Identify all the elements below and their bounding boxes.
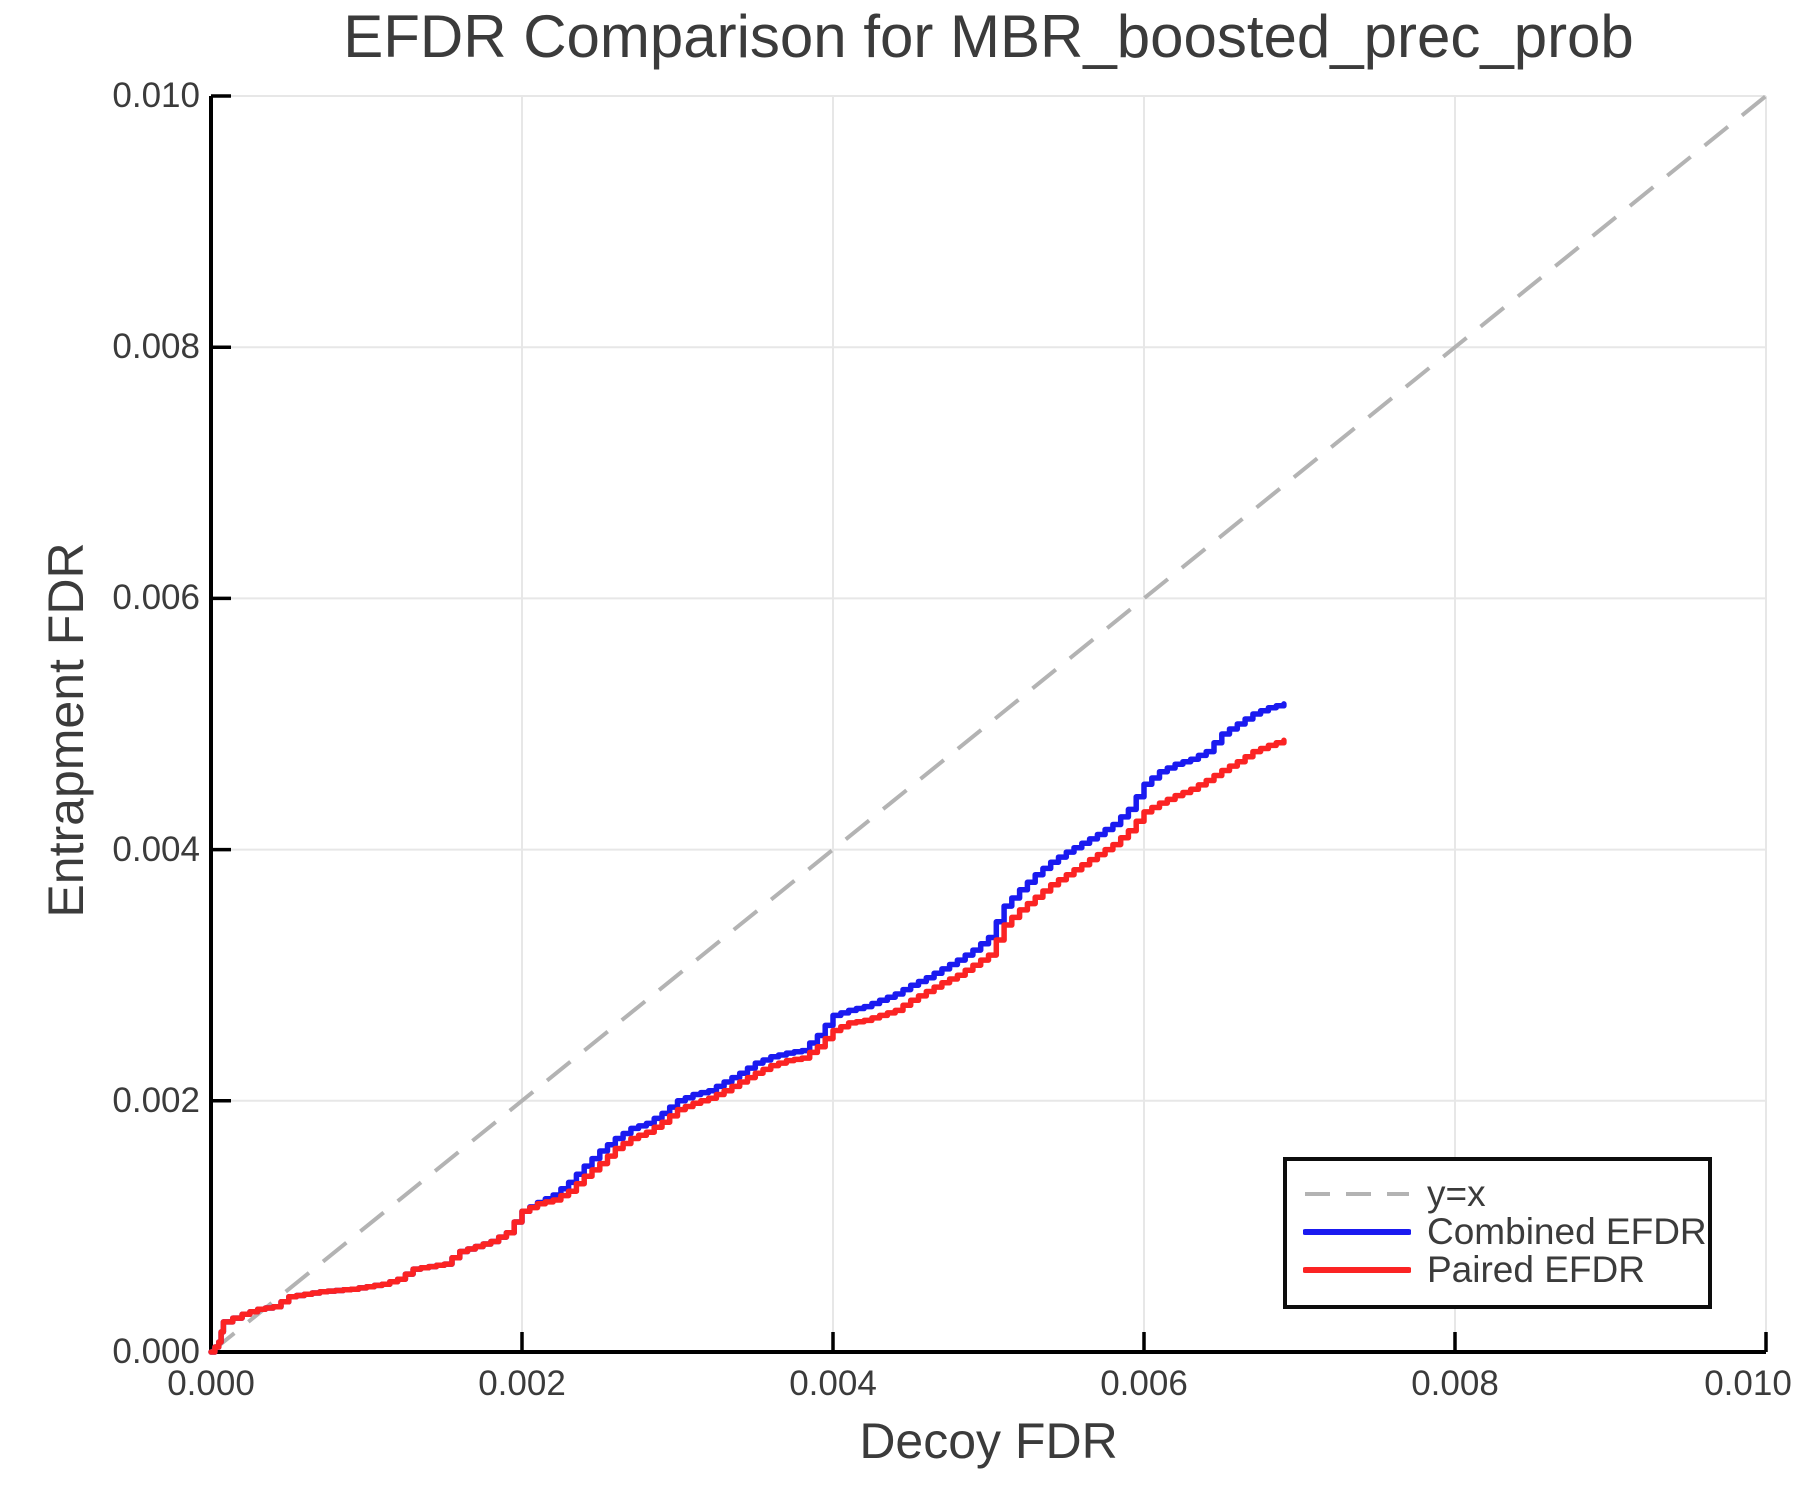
paired-efdr-line — [208, 737, 1287, 1355]
dashed-line-sample — [1305, 1192, 1409, 1196]
x-tick-label: 0.006 — [1100, 1364, 1188, 1403]
y-tick-label: 0.004 — [112, 829, 200, 869]
combined-efdr-line — [208, 701, 1287, 1355]
y-tick-label: 0.006 — [112, 578, 200, 618]
y-tick-label: 0.002 — [112, 1080, 200, 1120]
legend-item-paired: Paired EFDR — [1303, 1251, 1708, 1289]
gridlines — [211, 95, 1767, 1352]
legend: y=x Combined EFDR Paired EFDR — [1283, 1157, 1712, 1309]
x-axis-title: Decoy FDR — [859, 1413, 1118, 1469]
legend-label-paired: Paired EFDR — [1427, 1249, 1645, 1290]
paired-line-sample — [1303, 1267, 1411, 1273]
legend-item-combined: Combined EFDR — [1303, 1213, 1708, 1251]
y-tick-label: 0.000 — [112, 1332, 200, 1371]
x-tick-label: 0.000 — [167, 1364, 255, 1403]
y-tick-label: 0.010 — [112, 76, 200, 115]
x-tick-label: 0.010 — [1704, 1364, 1792, 1403]
combined-line-sample — [1303, 1229, 1411, 1235]
x-tick-label: 0.004 — [789, 1364, 877, 1403]
legend-item-identity: y=x — [1303, 1175, 1708, 1213]
x-tick-label: 0.008 — [1411, 1364, 1499, 1403]
chart-title: EFDR Comparison for MBR_boosted_prec_pro… — [343, 3, 1634, 70]
axis-spines — [209, 96, 1766, 1354]
legend-label-identity: y=x — [1427, 1173, 1486, 1214]
tick-marks — [209, 94, 1768, 1354]
legend-label-combined: Combined EFDR — [1427, 1211, 1707, 1252]
y-tick-label: 0.008 — [112, 327, 200, 367]
x-tick-label: 0.002 — [478, 1364, 566, 1403]
